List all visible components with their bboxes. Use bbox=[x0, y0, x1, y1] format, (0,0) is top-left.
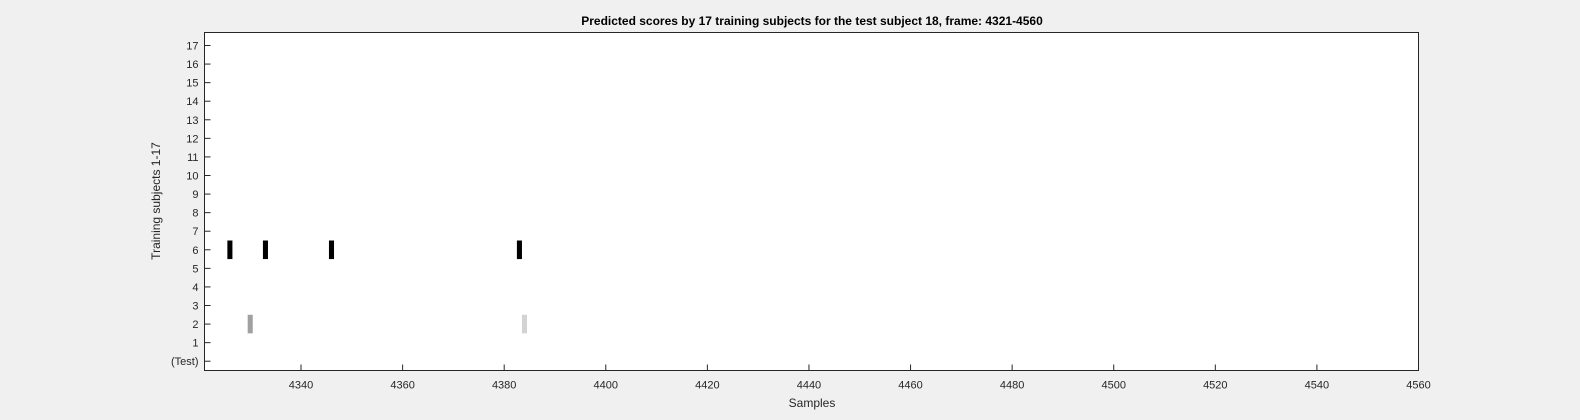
score-mark bbox=[516, 240, 522, 260]
y-tick-label: 9 bbox=[192, 189, 198, 201]
y-tick-label: 7 bbox=[192, 226, 198, 238]
x-axis-ticks: 4340 4360 4380 4400 4420 4440 4460 4480 4500 4520… bbox=[289, 364, 1431, 392]
y-tick-label: (Test) bbox=[171, 356, 199, 368]
x-tick-label: 4360 bbox=[390, 380, 414, 392]
x-tick-label: 4420 bbox=[695, 380, 719, 392]
x-tick-label: 4380 bbox=[492, 380, 516, 392]
x-tick-label: 4560 bbox=[1406, 380, 1430, 392]
score-marks bbox=[227, 240, 528, 334]
score-mark bbox=[328, 240, 335, 260]
x-axis-label: Samples bbox=[789, 396, 836, 410]
chart-title: Predicted scores by 17 training subjects… bbox=[581, 14, 1043, 28]
x-tick-label: 4460 bbox=[898, 380, 922, 392]
y-tick-label: 2 bbox=[192, 319, 198, 331]
score-mark bbox=[262, 240, 268, 260]
score-mark bbox=[227, 240, 233, 260]
y-tick-label: 16 bbox=[186, 59, 198, 71]
y-tick-label: 3 bbox=[192, 301, 198, 313]
y-tick-label: 10 bbox=[186, 171, 198, 183]
score-mark bbox=[521, 314, 528, 334]
x-tick-label: 4400 bbox=[594, 380, 618, 392]
score-mark bbox=[247, 314, 253, 334]
x-tick-label: 4520 bbox=[1203, 380, 1227, 392]
x-tick-label: 4500 bbox=[1101, 380, 1125, 392]
y-tick-label: 13 bbox=[186, 115, 198, 127]
y-tick-label: 6 bbox=[192, 245, 198, 257]
y-tick-label: 12 bbox=[186, 133, 198, 145]
y-axis-label: Training subjects 1-17 bbox=[149, 142, 163, 260]
y-tick-label: 15 bbox=[186, 78, 198, 90]
x-tick-label: 4480 bbox=[1000, 380, 1024, 392]
x-tick-label: 4440 bbox=[797, 380, 821, 392]
plot-area bbox=[204, 32, 1419, 371]
y-tick-label: 1 bbox=[192, 338, 198, 350]
x-tick-label: 4340 bbox=[289, 380, 313, 392]
y-tick-label: 14 bbox=[186, 96, 198, 108]
y-tick-label: 17 bbox=[186, 41, 198, 53]
y-tick-label: 5 bbox=[192, 263, 198, 275]
y-tick-label: 11 bbox=[187, 152, 198, 164]
x-tick-label: 4540 bbox=[1305, 380, 1329, 392]
y-tick-label: 4 bbox=[192, 282, 198, 294]
y-tick-label: 8 bbox=[192, 208, 198, 220]
